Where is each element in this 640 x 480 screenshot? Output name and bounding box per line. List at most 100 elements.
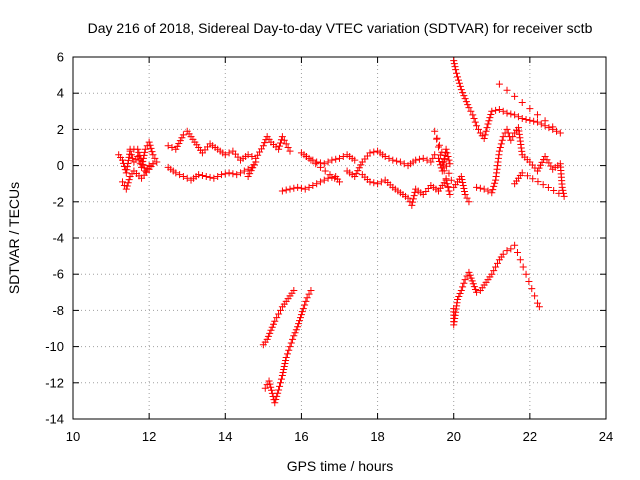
chart-title: Day 216 of 2018, Sidereal Day-to-day VTE… [88,20,593,36]
data-point-marker [214,172,222,180]
data-point-marker [278,372,286,380]
data-point-marker [522,270,530,278]
data-point-marker [280,136,288,144]
data-point-marker [471,118,479,126]
data-point-marker [467,107,475,115]
data-point-marker [217,171,225,179]
series-sctb-l [450,241,543,329]
data-point-marker [292,326,300,334]
data-point-marker [522,115,530,123]
data-point-marker [282,353,290,361]
data-point-marker [560,192,568,200]
data-point-marker [474,125,482,133]
data-point-marker [537,161,545,169]
data-point-marker [463,272,471,280]
data-point-marker [440,167,448,175]
data-point-marker [276,382,284,390]
data-point-marker [507,245,515,253]
data-point-marker [481,131,489,139]
data-point-marker [273,314,281,322]
x-tick-label: 18 [370,429,384,444]
data-point-marker [518,98,526,106]
plot-frame [72,56,607,420]
data-point-marker [533,118,541,126]
data-point-marker [249,164,257,172]
data-point-marker [127,151,135,159]
data-point-marker [276,139,284,147]
data-point-marker [274,389,282,397]
data-point-marker [507,136,515,144]
data-point-marker [503,125,511,133]
data-point-marker [354,167,362,175]
data-point-marker [244,172,252,180]
y-tick-label: 2 [57,122,64,137]
data-point-marker [454,73,462,81]
data-point-marker [138,158,146,166]
data-point-marker [246,170,254,178]
data-point-marker [261,384,269,392]
data-point-marker [555,189,563,197]
data-point-marker [296,314,304,322]
data-point-marker [290,184,298,192]
data-point-marker [443,162,451,170]
data-point-marker [136,152,144,160]
data-point-marker [276,142,284,150]
data-point-marker [272,396,280,404]
data-point-marker [328,156,336,164]
series-sctb-e [278,149,359,195]
data-point-marker [455,293,463,301]
data-point-marker [389,156,397,164]
data-point-marker [460,92,468,100]
data-point-marker [289,335,297,343]
data-point-marker [459,178,467,186]
data-point-marker [229,170,237,178]
data-point-marker [284,144,292,151]
data-point-marker [316,178,324,186]
data-point-marker [519,263,527,271]
data-point-marker [123,166,131,174]
data-point-marker [287,339,295,347]
data-point-marker [282,186,290,194]
data-point-marker [313,180,321,188]
x-tick-label: 10 [66,429,80,444]
data-point-marker [140,164,148,172]
data-point-marker [277,375,285,383]
data-point-marker [492,106,500,114]
data-point-marker [450,57,458,65]
series-sctb-i [473,124,568,200]
data-point-marker [495,80,503,88]
series-sctb-a [115,138,161,177]
data-point-marker [511,180,519,188]
data-point-marker [559,186,567,194]
data-point-marker [513,248,521,256]
data-point-marker [461,191,469,199]
data-point-marker [280,363,288,371]
y-tick-label: -12 [45,375,64,390]
data-point-marker [271,317,279,325]
data-point-marker [294,323,302,331]
data-point-marker [488,107,496,115]
data-point-marker [404,194,412,202]
data-point-marker [153,158,161,166]
data-point-marker [410,192,418,200]
data-point-marker [268,386,276,394]
data-point-marker [295,320,303,328]
data-point-marker [351,156,359,164]
data-point-marker [535,164,543,172]
data-point-marker [290,332,298,340]
data-point-marker [523,172,531,180]
data-point-marker [435,141,443,149]
data-point-marker [453,69,461,77]
data-point-marker [294,183,302,191]
data-point-marker [339,153,347,161]
data-point-marker [135,148,143,156]
data-point-marker [529,175,537,183]
data-point-marker [511,111,519,119]
data-point-marker [464,101,472,109]
y-tick-label: -2 [52,194,64,209]
data-point-marker [465,198,473,206]
data-point-marker [275,145,283,153]
data-point-marker [412,156,420,164]
data-point-marker [168,144,176,151]
data-point-marker [206,173,214,181]
